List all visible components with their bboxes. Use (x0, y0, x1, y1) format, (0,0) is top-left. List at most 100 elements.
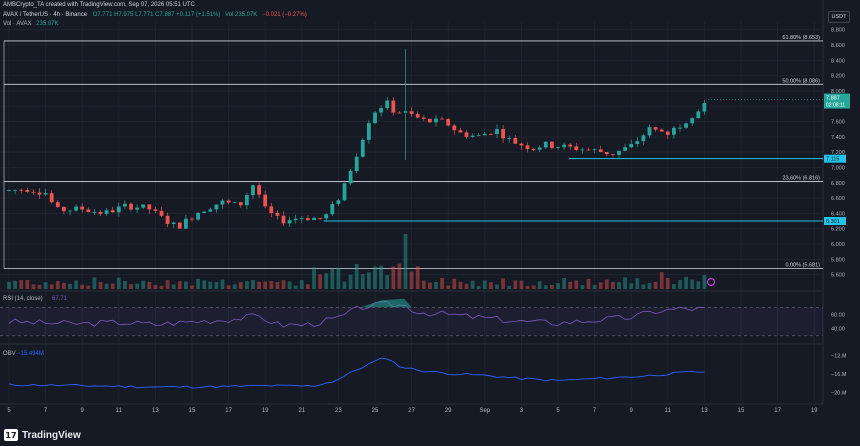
volume-bar (531, 285, 536, 289)
price-tick-label[interactable]: 6.200 (831, 227, 845, 233)
candle-body (391, 100, 396, 113)
volume-bar (525, 285, 530, 289)
x-tick-label[interactable]: 7 (593, 408, 597, 414)
x-tick-label[interactable]: 7 (44, 408, 48, 414)
candle-body (257, 185, 261, 195)
candle-body (232, 202, 237, 203)
price-tick-label[interactable]: 6.400 (831, 211, 845, 217)
price-tick-label[interactable]: 7.400 (831, 135, 845, 141)
volume-bar (306, 284, 310, 289)
candle-body (434, 118, 438, 123)
fib-retracement[interactable]: 61.80% (8.653) 50.00% (8.086) 23.60% (6.81… (3, 35, 823, 269)
price-tick-label[interactable]: 8.000 (831, 89, 845, 95)
volume-bar (141, 280, 146, 289)
price-tick-label[interactable]: 6.800 (831, 181, 845, 187)
price-tick-label[interactable]: 8.200 (831, 74, 845, 80)
volume-bar (489, 282, 493, 289)
x-tick-label[interactable]: 19 (262, 408, 269, 414)
volume-bar (116, 277, 121, 289)
obv-tick-label[interactable]: −12.M (831, 353, 847, 359)
candle-body (220, 200, 225, 205)
volume-bar (318, 274, 322, 289)
rsi-tick-label[interactable]: 40.00 (831, 327, 845, 333)
rsi-overbought-fill (360, 298, 412, 308)
support-lines[interactable]: 7.115 6.301 (323, 154, 846, 226)
candle-body (611, 154, 615, 155)
candle-body (330, 203, 335, 215)
obv-pane[interactable]: OBV −15.494M −12.M −16.M −20.M (3, 351, 847, 397)
volume-bar (690, 279, 695, 289)
candle-body (19, 189, 24, 191)
symbol-line[interactable]: AVAX / TetherUS · 4h · Binance O7.771 H7… (3, 12, 307, 18)
candle-body (238, 202, 243, 206)
x-tick-label[interactable]: 3 (520, 408, 524, 414)
volume-bar (672, 284, 676, 289)
candle-body (428, 118, 432, 123)
current-price-label: 7.887 (826, 96, 840, 102)
candle-body (92, 211, 97, 213)
candle-body (562, 144, 566, 148)
x-tick-label[interactable]: 15 (189, 408, 196, 414)
price-tick-label[interactable]: 8.600 (831, 43, 845, 49)
volume-bar (604, 279, 609, 289)
candle-body (202, 211, 207, 214)
obv-tick-label[interactable]: −16.M (831, 372, 847, 378)
volume-bar (629, 283, 634, 289)
x-tick-label[interactable]: 29 (445, 408, 452, 414)
x-tick-label[interactable]: 13 (701, 408, 708, 414)
price-tick-label[interactable]: 7.000 (831, 165, 845, 171)
x-tick-label[interactable]: 9 (81, 408, 85, 414)
x-tick-label[interactable]: 19 (811, 408, 818, 414)
x-tick-label[interactable]: 17 (225, 408, 232, 414)
symbol-name[interactable]: AVAX / TetherUS · 4h · Binance (3, 12, 88, 18)
candle-body (342, 183, 347, 201)
obv-title[interactable]: OBV (3, 351, 16, 357)
x-tick-label[interactable]: 11 (665, 408, 672, 414)
x-tick-label[interactable]: 11 (116, 408, 123, 414)
rsi-tick-label[interactable]: 60.00 (831, 312, 845, 318)
x-tick-label[interactable]: 5 (556, 408, 560, 414)
price-tick-label[interactable]: 7.600 (831, 120, 845, 126)
candle-body (568, 144, 573, 147)
obv-tick-label[interactable]: −20.M (831, 391, 847, 397)
volume-legend[interactable]: Vol · AVAX 235.07K (3, 21, 59, 27)
candle-body (98, 211, 103, 214)
candle-body (348, 171, 353, 184)
price-tick-label[interactable]: 5.800 (831, 257, 845, 263)
x-tick-label[interactable]: 5 (7, 408, 11, 414)
price-tick-label[interactable]: 5.600 (831, 273, 845, 279)
volume-bar (74, 280, 78, 289)
volume-bar (373, 266, 377, 289)
volume-bar (428, 282, 432, 289)
x-tick-label[interactable]: 15 (738, 408, 745, 414)
volume-bar (232, 284, 237, 289)
candle-body (659, 129, 664, 132)
x-tick-label[interactable]: 25 (372, 408, 379, 414)
currency-button[interactable]: USDT (828, 11, 850, 23)
price-tick-label[interactable]: 6.600 (831, 196, 845, 202)
price-tick-label[interactable]: 7.200 (831, 150, 845, 156)
candle-body (537, 147, 542, 150)
time-axis[interactable]: 5 7 9 11 13 15 17 19 21 23 25 27 29 Sep 3 5 7 9 11 13 15 17 19 (7, 408, 818, 414)
volume-bar (391, 266, 396, 289)
candle-body (104, 210, 109, 214)
x-tick-label[interactable]: Sep (479, 408, 490, 414)
rsi-title[interactable]: RSI (14, close) (3, 296, 43, 302)
volume-bar (171, 284, 176, 289)
x-tick-label[interactable]: 27 (408, 408, 415, 414)
vol-extra: Vol 235.07K (225, 12, 258, 18)
price-tick-label[interactable]: 8.400 (831, 58, 845, 64)
price-tick-label[interactable]: 6.000 (831, 242, 845, 248)
x-tick-label[interactable]: 13 (152, 408, 159, 414)
tradingview-wordmark: TradingView (22, 429, 81, 441)
x-tick-label[interactable]: 9 (630, 408, 634, 414)
price-tick-label[interactable]: 8.800 (831, 28, 845, 34)
rsi-pane[interactable]: RSI (14, close) 67.71 60.00 40.00 (0, 296, 845, 337)
x-tick-label[interactable]: 17 (774, 408, 781, 414)
x-tick-label[interactable]: 21 (298, 408, 305, 414)
volume-bar (202, 280, 207, 289)
candle-body (397, 112, 402, 114)
candle-body (684, 123, 688, 128)
x-tick-label[interactable]: 23 (335, 408, 342, 414)
